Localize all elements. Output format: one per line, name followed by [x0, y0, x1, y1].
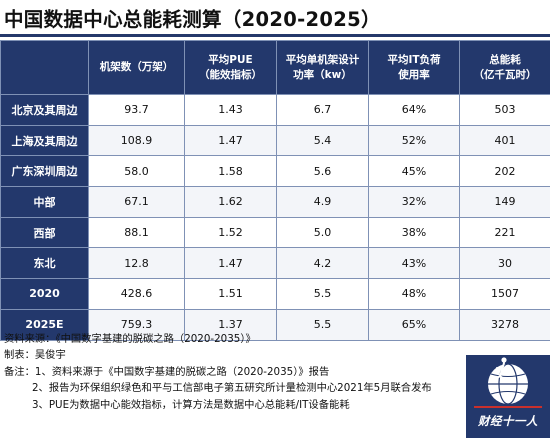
cell-energy: 503: [459, 94, 550, 126]
header-power: 平均单机架设计 功率（kw）: [276, 40, 369, 95]
remark-2: 2、报告为环保组织绿色和平与工信部电子第五研究所计量检测中心2021年5月联合发…: [32, 382, 432, 395]
row-label: 上海及其周边: [0, 124, 89, 157]
header-energy: 总能耗 （亿千瓦时）: [459, 40, 550, 95]
table-row: 北京及其周边 93.7 1.43 6.7 64% 503: [0, 94, 550, 126]
remark-3: 3、PUE为数据中心能效指标，计算方法是数据中心总能耗/IT设备能耗: [32, 398, 350, 411]
author-note: 制表：吴俊宇: [4, 349, 66, 362]
cell-pue: 1.62: [184, 186, 277, 218]
cell-racks: 428.6: [88, 278, 185, 310]
cell-energy: 3278: [459, 308, 550, 341]
row-label: 广东深圳周边: [0, 155, 89, 188]
cell-it-load: 48%: [368, 278, 460, 310]
cell-it-load: 52%: [368, 124, 460, 157]
cell-energy: 401: [459, 124, 550, 157]
cell-energy: 202: [459, 155, 550, 188]
table-row: 上海及其周边 108.9 1.47 5.4 52% 401: [0, 124, 550, 157]
logo-text: 财经十一人: [478, 414, 538, 428]
cell-it-load: 45%: [368, 155, 460, 188]
header-it-load: 平均IT负荷 使用率: [368, 40, 460, 95]
energy-table: 机架数（万架） 平均PUE （能效指标） 平均单机架设计 功率（kw） 平均IT负荷…: [0, 40, 550, 341]
cell-it-load: 38%: [368, 216, 460, 249]
table-row: 广东深圳周边 58.0 1.58 5.6 45% 202: [0, 155, 550, 188]
footnotes: 资料来源：《中国数字基建的脱碳之路（2020-2035）》 制表：吴俊宇 备注：…: [4, 331, 432, 413]
row-label: 东北: [0, 247, 89, 280]
brand-logo: 财经十一人: [466, 355, 550, 438]
cell-pue: 1.52: [184, 216, 277, 249]
header-pue: 平均PUE （能效指标）: [184, 40, 277, 95]
table-header-row: 机架数（万架） 平均PUE （能效指标） 平均单机架设计 功率（kw） 平均IT负荷…: [0, 40, 550, 95]
cell-power: 5.5: [276, 308, 369, 341]
table-row: 2025E 759.3 1.37 5.5 65% 3278: [0, 308, 550, 341]
cell-it-load: 64%: [368, 94, 460, 126]
cell-pue: 1.51: [184, 278, 277, 310]
row-label: 北京及其周边: [0, 94, 89, 126]
cell-racks: 93.7: [88, 94, 185, 126]
table-row: 2020 428.6 1.51 5.5 48% 1507: [0, 278, 550, 310]
row-label: 2020: [0, 278, 89, 310]
header-corner: [0, 40, 89, 95]
cell-racks: 58.0: [88, 155, 185, 188]
cell-it-load: 43%: [368, 247, 460, 280]
cell-pue: 1.43: [184, 94, 277, 126]
title-underline: [0, 34, 550, 37]
cell-pue: 1.37: [184, 308, 277, 341]
table-row: 中部 67.1 1.62 4.9 32% 149: [0, 186, 550, 218]
cell-power: 4.9: [276, 186, 369, 218]
cell-it-load: 32%: [368, 186, 460, 218]
cell-power: 6.7: [276, 94, 369, 126]
row-label: 西部: [0, 216, 89, 249]
row-label: 2025E: [0, 308, 89, 341]
globe-runner-icon: [474, 357, 542, 408]
page-title: 中国数据中心总能耗测算（2020-2025）: [4, 8, 381, 31]
cell-power: 5.0: [276, 216, 369, 249]
cell-pue: 1.47: [184, 124, 277, 157]
cell-energy: 1507: [459, 278, 550, 310]
row-label: 中部: [0, 186, 89, 218]
table-row: 西部 88.1 1.52 5.0 38% 221: [0, 216, 550, 249]
source-note: 资料来源：《中国数字基建的脱碳之路（2020-2035）》: [4, 333, 256, 345]
cell-energy: 149: [459, 186, 550, 218]
header-racks: 机架数（万架）: [88, 40, 185, 95]
cell-racks: 108.9: [88, 124, 185, 157]
cell-energy: 221: [459, 216, 550, 249]
cell-racks: 88.1: [88, 216, 185, 249]
cell-power: 5.5: [276, 278, 369, 310]
table-row: 东北 12.8 1.47 4.2 43% 30: [0, 247, 550, 280]
cell-power: 5.4: [276, 124, 369, 157]
cell-power: 5.6: [276, 155, 369, 188]
cell-racks: 67.1: [88, 186, 185, 218]
cell-it-load: 65%: [368, 308, 460, 341]
remark-1: 备注：1、资料来源于《中国数字基建的脱碳之路（2020-2035）》报告: [4, 365, 330, 378]
cell-energy: 30: [459, 247, 550, 280]
cell-power: 4.2: [276, 247, 369, 280]
cell-pue: 1.58: [184, 155, 277, 188]
cell-racks: 12.8: [88, 247, 185, 280]
cell-pue: 1.47: [184, 247, 277, 280]
